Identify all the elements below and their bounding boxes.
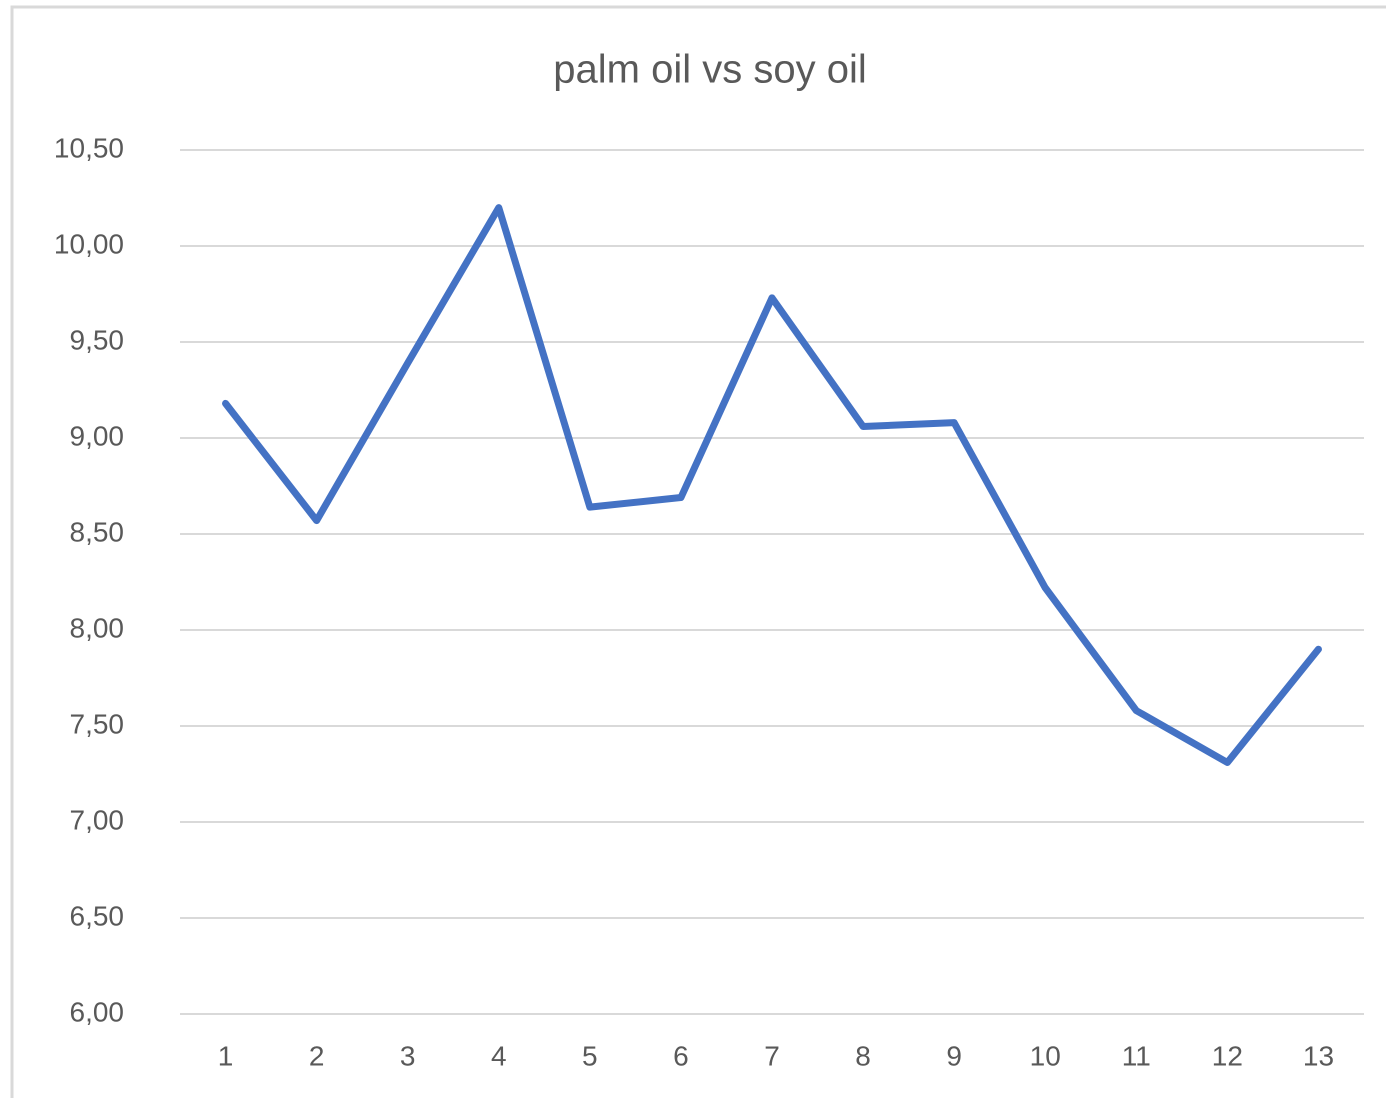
data-line <box>222 204 1322 766</box>
y-tick-label: 10,50 <box>54 132 124 163</box>
y-tick-label: 6,00 <box>70 996 125 1027</box>
x-tick-label: 5 <box>582 1040 598 1071</box>
y-tick-label: 10,00 <box>54 228 124 259</box>
x-tick-label: 12 <box>1212 1040 1243 1071</box>
x-tick-label: 3 <box>400 1040 416 1071</box>
chart-title: palm oil vs soy oil <box>553 48 866 92</box>
y-tick-label: 9,00 <box>70 420 125 451</box>
x-tick-label: 1 <box>218 1040 234 1071</box>
x-tick-label: 4 <box>491 1040 507 1071</box>
x-tick-label: 11 <box>1122 1040 1151 1071</box>
chart-border <box>10 5 1386 1103</box>
x-tick-label: 8 <box>855 1040 871 1071</box>
y-tick-label: 9,50 <box>70 324 125 355</box>
x-tick-label: 7 <box>764 1040 780 1071</box>
x-tick-label: 9 <box>946 1040 962 1071</box>
x-tick-label: 10 <box>1030 1040 1061 1071</box>
y-tick-label: 6,50 <box>70 900 125 931</box>
x-tick-label: 2 <box>309 1040 325 1071</box>
x-tick-label: 6 <box>673 1040 689 1071</box>
y-tick-label: 7,00 <box>70 804 125 835</box>
y-tick-label: 7,50 <box>70 708 125 739</box>
y-tick-label: 8,50 <box>70 516 125 547</box>
y-tick-label: 8,00 <box>70 612 125 643</box>
x-tick-label: 13 <box>1303 1040 1334 1071</box>
